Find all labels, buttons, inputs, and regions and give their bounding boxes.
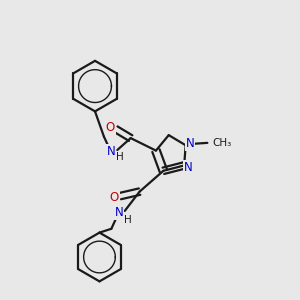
Text: CH₃: CH₃ [212,138,232,148]
Text: N: N [184,161,193,174]
Text: O: O [106,121,115,134]
Text: O: O [110,191,119,204]
Text: H: H [116,152,124,162]
Text: N: N [186,137,194,150]
Text: N: N [114,206,123,219]
Text: N: N [106,145,115,158]
Text: H: H [124,215,132,225]
